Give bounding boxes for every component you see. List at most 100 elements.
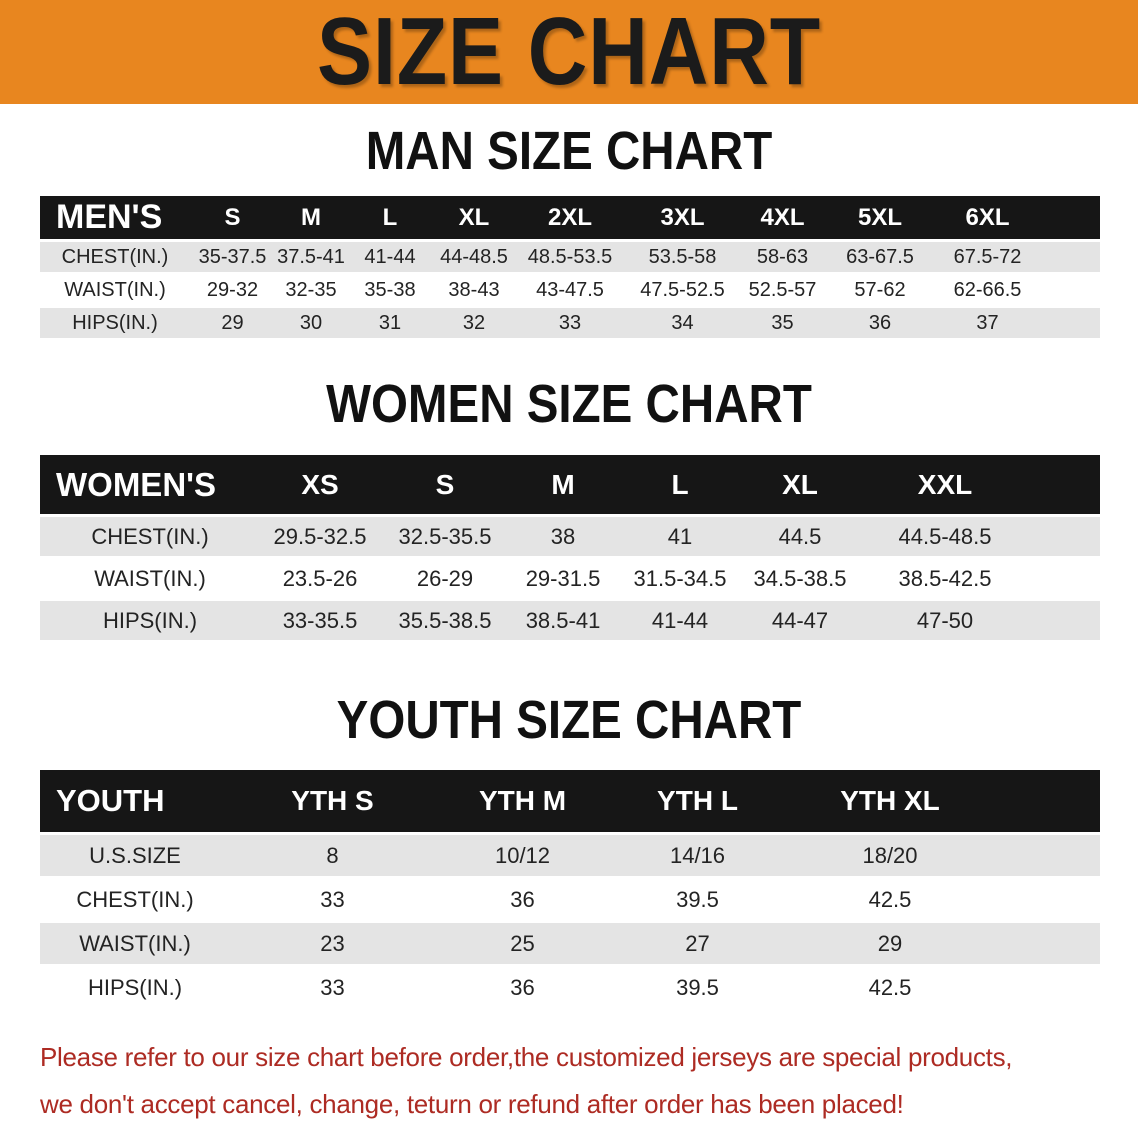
measure-row-label: WAIST(IN.) [40,559,260,601]
measure-value: 29-32 [190,275,275,308]
table-row: WAIST(IN.) 23 25 27 29 [40,923,1100,967]
measure-value: 35-38 [347,275,433,308]
spacer-cell [1034,455,1100,517]
womens-size-table: WOMEN'S XS S M L XL XXL CHEST(IN.) 29.5-… [40,455,1100,643]
measure-value: 27 [610,923,785,967]
size-col-header: XS [260,455,380,517]
measure-value: 47.5-52.5 [625,275,740,308]
mens-table-corner-label: MEN'S [40,196,190,242]
measure-value: 29.5-32.5 [260,517,380,559]
size-col-header: L [347,196,433,242]
measure-value: 42.5 [785,967,995,1011]
disclaimer-line-1: Please refer to our size chart before or… [40,1042,1013,1072]
size-chart-banner: SIZE CHART [0,0,1138,104]
measure-value: 35 [740,308,825,341]
women-section-heading: WOMEN SIZE CHART [0,377,1138,431]
measure-value: 38-43 [433,275,515,308]
table-row: CHEST(IN.) 29.5-32.5 32.5-35.5 38 41 44.… [40,517,1100,559]
measure-value: 37 [935,308,1040,341]
disclaimer-line-2: we don't accept cancel, change, teturn o… [40,1089,904,1119]
banner-title: SIZE CHART [317,0,821,105]
measure-value: 37.5-41 [275,242,347,275]
measure-value: 38.5-41 [510,601,616,643]
measure-value: 8 [230,835,435,879]
measure-value: 33 [230,967,435,1011]
youth-section-heading-text: YOUTH SIZE CHART [336,690,802,750]
measure-row-label: U.S.SIZE [40,835,230,879]
measure-value: 30 [275,308,347,341]
measure-value: 36 [435,967,610,1011]
measure-value: 33 [230,879,435,923]
measure-value: 25 [435,923,610,967]
measure-value: 62-66.5 [935,275,1040,308]
youth-header-row: YOUTH YTH S YTH M YTH L YTH XL [40,770,1100,835]
size-col-header: XL [433,196,515,242]
measure-value: 44.5-48.5 [856,517,1034,559]
man-section-heading: MAN SIZE CHART [0,124,1138,178]
table-row: CHEST(IN.) 33 36 39.5 42.5 [40,879,1100,923]
size-col-header: M [275,196,347,242]
womens-table-corner-label: WOMEN'S [40,455,260,517]
spacer-cell [995,923,1100,967]
measure-value: 38.5-42.5 [856,559,1034,601]
measure-value: 29 [190,308,275,341]
measure-value: 39.5 [610,879,785,923]
size-col-header: YTH M [435,770,610,835]
spacer-cell [1034,517,1100,559]
measure-value: 41 [616,517,744,559]
measure-value: 44-48.5 [433,242,515,275]
measure-value: 47-50 [856,601,1034,643]
size-col-header: XL [744,455,856,517]
table-row: HIPS(IN.) 33 36 39.5 42.5 [40,967,1100,1011]
measure-row-label: CHEST(IN.) [40,242,190,275]
measure-value: 33-35.5 [260,601,380,643]
man-section-heading-text: MAN SIZE CHART [365,121,773,181]
measure-value: 36 [825,308,935,341]
measure-value: 41-44 [347,242,433,275]
table-row: WAIST(IN.) 23.5-26 26-29 29-31.5 31.5-34… [40,559,1100,601]
measure-value: 34 [625,308,740,341]
spacer-cell [1034,559,1100,601]
measure-row-label: HIPS(IN.) [40,308,190,341]
measure-row-label: HIPS(IN.) [40,601,260,643]
women-section-heading-text: WOMEN SIZE CHART [326,374,812,434]
size-col-header: 3XL [625,196,740,242]
measure-value: 35-37.5 [190,242,275,275]
measure-value: 36 [435,879,610,923]
table-row: CHEST(IN.) 35-37.5 37.5-41 41-44 44-48.5… [40,242,1100,275]
size-col-header: M [510,455,616,517]
measure-value: 35.5-38.5 [380,601,510,643]
measure-value: 31 [347,308,433,341]
measure-value: 53.5-58 [625,242,740,275]
measure-value: 32-35 [275,275,347,308]
measure-value: 39.5 [610,967,785,1011]
size-col-header: 4XL [740,196,825,242]
spacer-cell [1040,242,1100,275]
size-col-header: XXL [856,455,1034,517]
spacer-cell [1034,601,1100,643]
measure-value: 67.5-72 [935,242,1040,275]
spacer-cell [995,770,1100,835]
measure-value: 43-47.5 [515,275,625,308]
youth-table-corner-label: YOUTH [40,770,230,835]
measure-row-label: CHEST(IN.) [40,517,260,559]
measure-value: 58-63 [740,242,825,275]
table-row: WAIST(IN.) 29-32 32-35 35-38 38-43 43-47… [40,275,1100,308]
measure-value: 31.5-34.5 [616,559,744,601]
measure-row-label: CHEST(IN.) [40,879,230,923]
measure-value: 14/16 [610,835,785,879]
size-col-header: L [616,455,744,517]
measure-value: 52.5-57 [740,275,825,308]
measure-value: 63-67.5 [825,242,935,275]
measure-value: 23 [230,923,435,967]
mens-size-table: MEN'S S M L XL 2XL 3XL 4XL 5XL 6XL CHEST… [40,196,1100,341]
measure-value: 26-29 [380,559,510,601]
spacer-cell [995,967,1100,1011]
spacer-cell [995,835,1100,879]
youth-size-table: YOUTH YTH S YTH M YTH L YTH XL U.S.SIZE … [40,770,1100,1011]
measure-row-label: WAIST(IN.) [40,275,190,308]
size-col-header: S [380,455,510,517]
measure-value: 23.5-26 [260,559,380,601]
size-col-header: S [190,196,275,242]
measure-value: 57-62 [825,275,935,308]
